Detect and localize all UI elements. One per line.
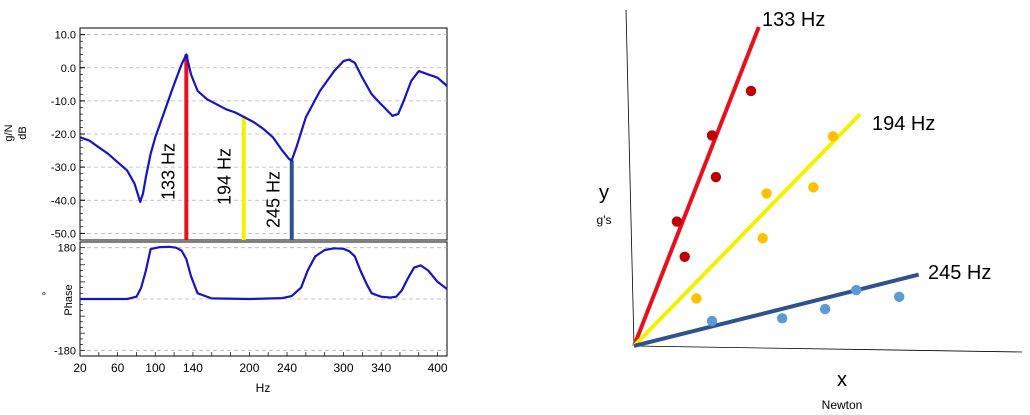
magnitude-y-tick-label: -20.0 — [51, 129, 76, 141]
magnitude-y-tick-label: -10.0 — [51, 96, 76, 108]
phase-x-tick-label: 340 — [371, 361, 391, 375]
scatter-point-2-0 — [851, 284, 862, 296]
phase-x-tick-label: 400 — [428, 361, 448, 375]
magnitude-y-tick-label: -50.0 — [51, 228, 76, 240]
scatter-fit-line-2 — [633, 272, 920, 348]
phase-x-tick-label: 100 — [145, 361, 165, 375]
phase-x-label: Hz — [256, 381, 271, 395]
scatter-fit-line-1 — [632, 112, 862, 348]
phase-units-label: ° — [42, 291, 46, 303]
scatter-point-2-2 — [819, 303, 831, 315]
scatter-point-0-4 — [679, 251, 690, 262]
marker-label-1: 194 Hz — [215, 148, 235, 205]
phase-x-tick-label: 60 — [111, 361, 125, 375]
scatter-x-sublabel: Newton — [822, 398, 863, 412]
marker-label-0: 133 Hz — [158, 143, 178, 200]
magnitude-y-tick-label: 10.0 — [55, 30, 76, 42]
scatter-point-1-0 — [827, 131, 839, 142]
scatter-point-2-1 — [894, 291, 905, 303]
phase-plot: 180 -180 ° Phase 20 60 100 140 200 240 300 340 40… — [42, 241, 448, 395]
mode-scatter-plot: 133 Hz 194 Hz 245 Hz y g's x Newton — [597, 9, 1023, 412]
scatter-series-label-1: 194 Hz — [872, 113, 935, 135]
scatter-y-axis — [625, 9, 635, 347]
scatter-point-1-3 — [757, 232, 768, 244]
phase-x-tick-label: 140 — [183, 361, 203, 375]
scatter-x-axis — [633, 345, 1023, 353]
scatter-series-label-2: 245 Hz — [928, 262, 991, 284]
phase-line — [80, 245, 448, 301]
scatter-x-label: x — [837, 369, 847, 391]
phase-y-label: Phase — [63, 284, 75, 315]
magnitude-grid — [80, 34, 447, 234]
scatter-series-group: 133 Hz 194 Hz 245 Hz — [632, 9, 991, 348]
scatter-point-1-4 — [691, 293, 702, 304]
phase-y-tick-label: -180 — [54, 345, 76, 357]
phase-y-tick-label: 180 — [58, 243, 76, 255]
magnitude-y-tick-label: 0.0 — [61, 63, 76, 75]
magnitude-line — [79, 53, 448, 203]
scatter-y-sublabel: g's — [597, 213, 612, 227]
scatter-y-label: y — [599, 182, 609, 204]
scatter-point-0-1 — [706, 130, 718, 141]
scatter-point-1-2 — [761, 188, 772, 199]
frequency-markers: 133 Hz 194 Hz 245 Hz — [158, 54, 294, 240]
magnitude-y-tick-label: -30.0 — [51, 162, 76, 174]
scatter-series-label-0: 133 Hz — [762, 9, 825, 31]
phase-x-tick-label: 240 — [277, 361, 297, 375]
scatter-point-0-2 — [710, 171, 722, 183]
phase-x-ticks: 20 60 100 140 200 240 300 340 400 — [73, 352, 448, 375]
magnitude-units-label: g/N — [3, 124, 15, 141]
scatter-point-0-0 — [745, 85, 757, 97]
marker-label-2: 245 Hz — [264, 171, 284, 228]
scatter-fit-line-0 — [632, 26, 761, 347]
magnitude-y-tick-label: -40.0 — [51, 195, 76, 207]
phase-x-tick-label: 200 — [239, 361, 259, 375]
phase-x-tick-label: 300 — [333, 361, 353, 375]
scatter-point-0-3 — [671, 216, 683, 227]
scatter-point-2-3 — [777, 313, 788, 324]
magnitude-plot: 10.00.0-10.0-20.0-30.0-40.0-50.0 133 Hz 1… — [3, 27, 448, 241]
scatter-point-2-4 — [706, 315, 718, 327]
scatter-point-1-1 — [808, 182, 819, 193]
phase-x-tick-label: 20 — [73, 361, 87, 375]
magnitude-y-label: dB — [17, 126, 29, 139]
magnitude-y-ticks: 10.0 0.0 -10.0 -20.0 -30.0 -40.0 -50.0 — [51, 30, 85, 240]
